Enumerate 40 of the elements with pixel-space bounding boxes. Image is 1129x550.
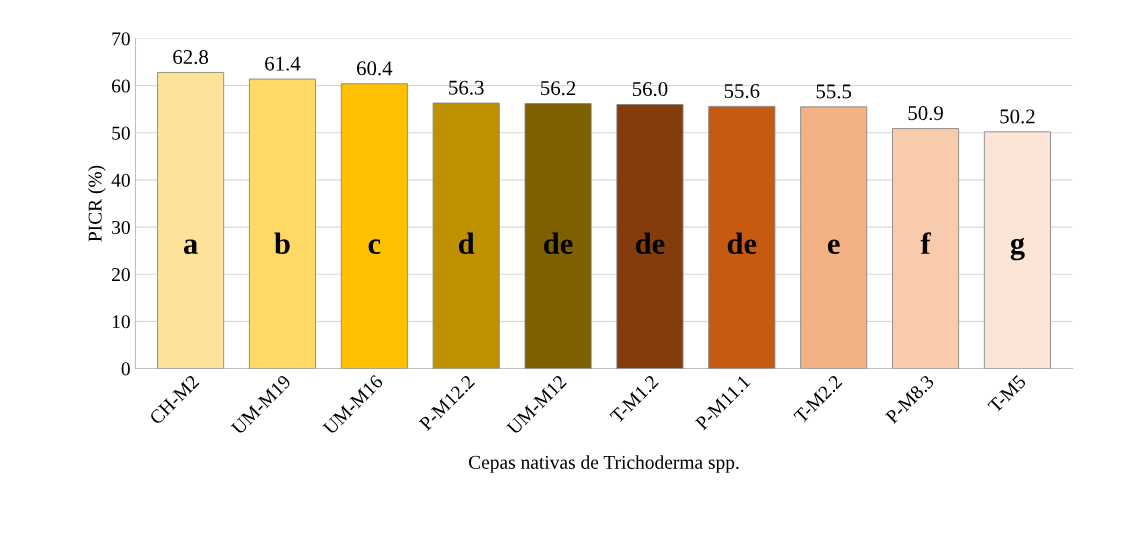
annotation: de <box>544 232 573 255</box>
annotation: d <box>458 232 475 255</box>
data-label: 55.5 <box>816 84 852 99</box>
data-label: 56.0 <box>632 82 668 97</box>
x-axis-title: Cepas nativas de Trichoderma spp. <box>468 455 739 473</box>
data-label: 56.2 <box>541 81 576 96</box>
bar <box>340 83 408 369</box>
bar <box>432 102 500 369</box>
data-label: 55.6 <box>724 83 760 99</box>
y-tick-label: 0 <box>121 362 130 376</box>
bar <box>248 78 316 369</box>
bar <box>524 103 592 369</box>
data-label: 61.4 <box>265 56 301 71</box>
y-tick-label: 10 <box>112 315 130 329</box>
y-tick-label: 50 <box>112 126 130 140</box>
data-label: 50.9 <box>908 106 943 121</box>
data-label: 60.4 <box>357 61 393 76</box>
y-tick-label: 60 <box>112 79 130 93</box>
data-label: 56.3 <box>449 80 484 95</box>
annotation: f <box>920 232 931 254</box>
annotation: c <box>368 239 381 255</box>
annotation: a <box>183 239 198 255</box>
bar <box>708 105 776 369</box>
bar <box>616 104 684 369</box>
bar <box>892 128 960 369</box>
annotation: g <box>1010 237 1025 261</box>
bar <box>983 131 1051 369</box>
y-tick-label: 40 <box>111 173 130 187</box>
bar <box>157 72 225 369</box>
data-label: 50.2 <box>1000 109 1035 124</box>
annotation: b <box>274 232 290 255</box>
annotation: de <box>635 232 665 255</box>
y-tick-label: 30 <box>112 220 130 235</box>
y-tick-label: 70 <box>112 32 130 46</box>
y-axis-title: PICR (%) <box>87 165 106 242</box>
annotation: e <box>827 239 840 255</box>
bar <box>800 106 868 369</box>
annotation: de <box>727 232 757 255</box>
data-label: 62.8 <box>173 49 209 65</box>
y-tick-label: 20 <box>112 268 130 282</box>
